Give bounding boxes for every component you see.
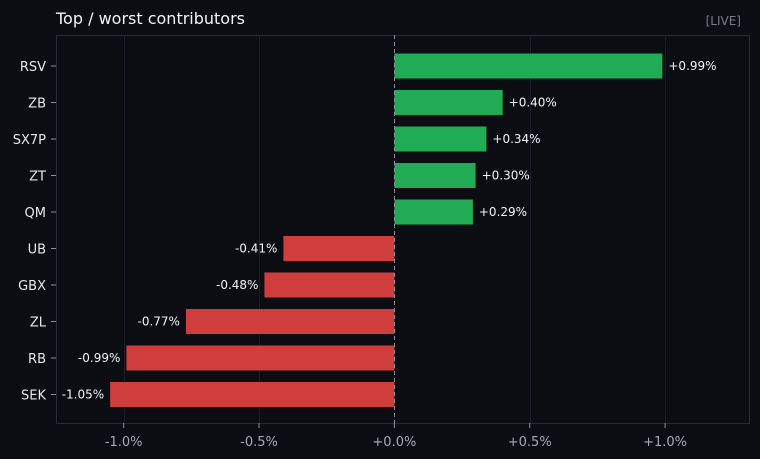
x-tick-label: +0.0% [372,435,416,450]
y-tick-label-sx7p: SX7P [13,133,46,148]
value-label-sek: -1.05% [62,388,104,402]
bar-rb [126,345,395,371]
y-tick-label-qm: QM [25,206,46,221]
y-axis-ticks: RSV ZB SX7P ZT QM UB GBX ZL RB SEK [13,60,56,404]
x-tick-label: -1.0% [105,435,143,450]
value-label-zt: +0.30% [482,169,530,183]
y-tick-label-rsv: RSV [20,60,46,75]
bar-sx7p [394,126,487,152]
bar-zl [185,309,395,334]
bar-zt [394,163,476,188]
y-tick-label-gbx: GBX [18,279,46,294]
value-label-zb: +0.40% [509,96,557,110]
x-tick-label: +1.0% [643,435,687,450]
plot-area [56,35,750,424]
bar-sek [110,382,395,407]
y-tick-label-zl: ZL [30,316,47,331]
x-tick-label: -0.5% [240,435,278,450]
chart-title: Top / worst contributors [56,9,246,28]
x-axis-ticks: -1.0% -0.5% +0.0% +0.5% +1.0% [105,423,687,450]
y-tick-label-sek: SEK [21,389,46,404]
bar-ub [283,236,395,261]
y-tick-label-zt: ZT [29,170,46,185]
value-label-rb: -0.99% [78,351,120,365]
value-label-qm: +0.29% [479,205,527,219]
value-label-zl: -0.77% [137,315,179,329]
data-labels: +0.99% +0.40% +0.34% +0.30% +0.29% -0.41% -0.4… [62,59,717,402]
x-tick-label: +0.5% [508,435,552,450]
y-tick-label-zb: ZB [28,97,46,112]
value-label-sx7p: +0.34% [492,132,540,146]
bar-zb [394,90,503,115]
bar-rsv [394,53,663,79]
value-label-ub: -0.41% [235,242,277,256]
bar-gbx [264,272,395,298]
value-label-gbx: -0.48% [216,278,258,292]
y-tick-label-ub: UB [28,243,46,258]
bar-qm [394,199,473,225]
y-tick-label-rb: RB [28,352,46,367]
live-badge: [LIVE] [705,14,741,28]
value-label-rsv: +0.99% [668,59,716,73]
bars [110,53,663,407]
